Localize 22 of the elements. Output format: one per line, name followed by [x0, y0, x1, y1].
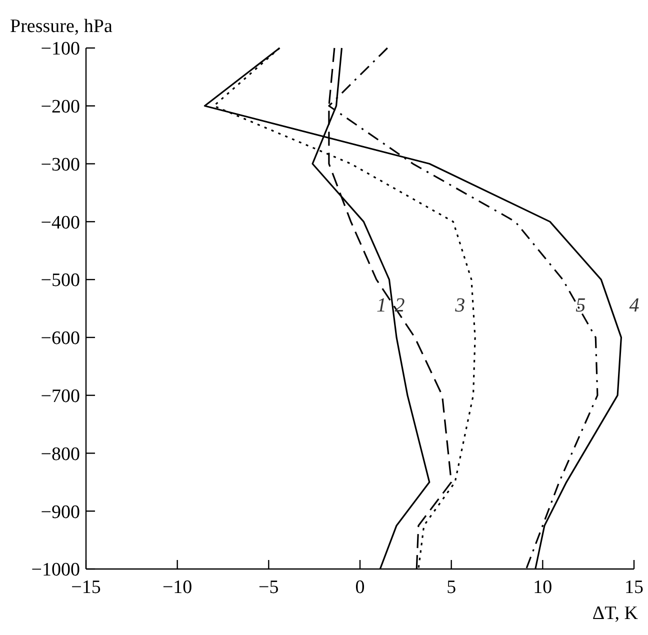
series-label: 2 — [394, 294, 405, 316]
x-tick-label: −5 — [258, 577, 279, 598]
x-tick-label: 5 — [446, 577, 456, 598]
series-label: 4 — [629, 294, 640, 316]
y-axis-title: Pressure, hPa — [10, 16, 113, 37]
series-label: 1 — [376, 294, 387, 316]
y-tick-label: −500 — [40, 270, 80, 292]
y-tick-label: −800 — [40, 444, 80, 465]
y-tick-label: −400 — [40, 212, 80, 234]
x-axis-title: ΔT, K — [592, 603, 638, 624]
x-tick-label: −10 — [162, 577, 192, 598]
series-label: 5 — [576, 294, 586, 316]
x-tick-label: 10 — [533, 577, 552, 598]
y-tick-label: −100 — [40, 38, 80, 60]
y-tick-label: −200 — [40, 96, 80, 118]
y-tick-label: −300 — [40, 154, 80, 176]
y-tick-label: −900 — [40, 502, 80, 523]
series-label: 3 — [454, 294, 466, 316]
y-tick-label: −700 — [40, 386, 80, 407]
x-tick-label: 0 — [355, 577, 365, 598]
y-tick-label: −600 — [40, 328, 80, 350]
x-tick-label: 15 — [624, 577, 644, 598]
